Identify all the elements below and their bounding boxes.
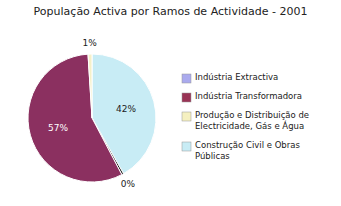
pie-slice [88, 54, 92, 118]
legend-label: Produção e Distribuição deElectricidade,… [195, 110, 309, 131]
pie: 42% 0% 57% 1% [28, 38, 156, 189]
legend-label: Construção Civil e ObrasPúblicas [195, 140, 300, 161]
legend-item: Indústria Extractiva [182, 72, 278, 83]
legend-item: Construção Civil e ObrasPúblicas [182, 140, 300, 161]
pie-slice [28, 54, 122, 182]
legend-swatch [182, 142, 191, 151]
data-label: 1% [83, 38, 98, 48]
data-label: 57% [48, 123, 68, 133]
data-label: 42% [116, 104, 136, 114]
data-label: 0% [121, 179, 136, 189]
legend-swatch [182, 74, 191, 83]
legend-swatch [182, 112, 191, 121]
legend-label: Indústria Transformadora [195, 91, 302, 101]
legend: Indústria Extractiva Indústria Transforma… [182, 72, 309, 161]
legend-label: Indústria Extractiva [195, 72, 278, 82]
title: População Activa por Ramos de Actividade… [34, 5, 308, 18]
chart: População Activa por Ramos de Actividade… [0, 0, 341, 206]
legend-item: Produção e Distribuição deElectricidade,… [182, 110, 309, 131]
legend-item: Indústria Transformadora [182, 91, 302, 102]
legend-swatch [182, 93, 191, 102]
